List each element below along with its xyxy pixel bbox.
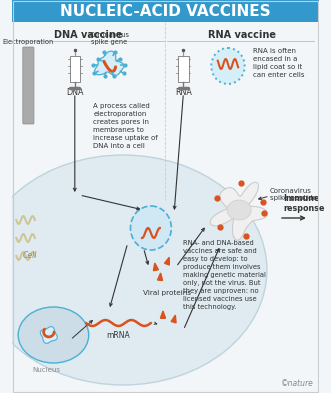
Text: Electroporation: Electroporation [3, 39, 54, 45]
Text: ©nature: ©nature [281, 379, 314, 388]
FancyBboxPatch shape [12, 0, 319, 22]
Text: A process called
electroporation
creates pores in
membranes to
increase uptake o: A process called electroporation creates… [93, 103, 158, 149]
Text: DNA: DNA [66, 88, 83, 97]
FancyBboxPatch shape [70, 56, 80, 82]
Ellipse shape [227, 200, 251, 220]
Text: mRNA: mRNA [107, 331, 130, 340]
Polygon shape [153, 263, 159, 271]
Polygon shape [171, 315, 176, 323]
Text: RNA is often
encased in a
lipid coat so it
can enter cells: RNA is often encased in a lipid coat so … [253, 48, 305, 78]
Polygon shape [40, 327, 57, 343]
Text: Viral proteins: Viral proteins [143, 290, 191, 296]
Ellipse shape [0, 155, 267, 385]
Text: RNA- and DNA-based
vaccines are safe and
easy to develop: to
produce them involv: RNA- and DNA-based vaccines are safe and… [183, 240, 266, 310]
Ellipse shape [18, 307, 89, 363]
Text: Coronavirus
spike gene: Coronavirus spike gene [89, 32, 129, 45]
Circle shape [211, 48, 245, 84]
Text: Nucleus: Nucleus [32, 367, 60, 373]
Polygon shape [158, 273, 163, 281]
Text: DNA vaccine: DNA vaccine [55, 30, 123, 40]
Text: RNA: RNA [175, 88, 192, 97]
FancyBboxPatch shape [178, 56, 189, 82]
Polygon shape [165, 257, 169, 265]
Text: NUCLEIC-ACID VACCINES: NUCLEIC-ACID VACCINES [60, 4, 271, 18]
Text: Cell: Cell [23, 250, 37, 259]
Circle shape [130, 206, 171, 250]
FancyBboxPatch shape [23, 47, 34, 124]
Text: Coronavirus
spike peptide: Coronavirus spike peptide [270, 188, 316, 201]
Polygon shape [95, 51, 124, 75]
Polygon shape [210, 182, 268, 240]
Text: Immune
response: Immune response [284, 194, 325, 213]
Text: RNA vaccine: RNA vaccine [208, 30, 276, 40]
Polygon shape [161, 311, 166, 318]
